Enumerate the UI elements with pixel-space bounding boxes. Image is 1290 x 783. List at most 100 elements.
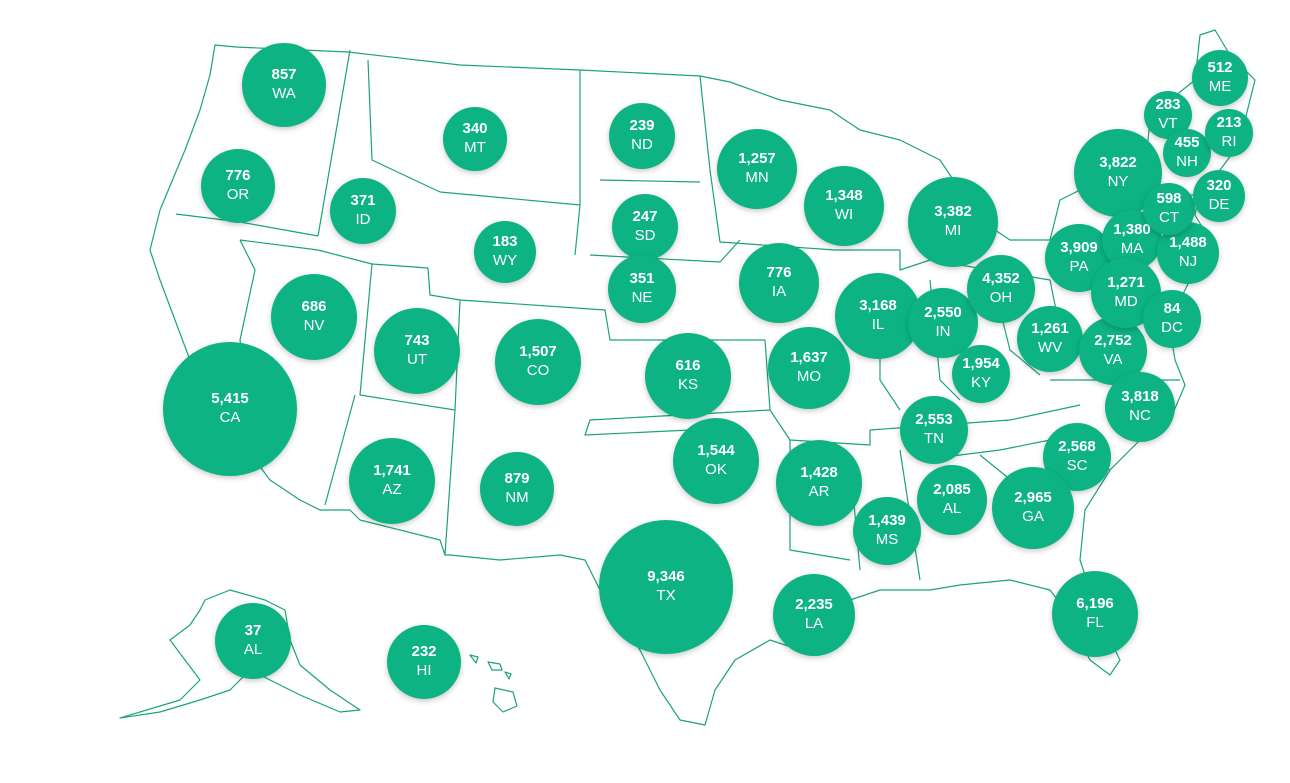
state-bubble-ok[interactable]: 1,544 OK: [673, 418, 759, 504]
state-abbreviation: MA: [1120, 240, 1144, 257]
state-abbreviation: AR: [808, 483, 830, 500]
state-value: 213: [1216, 114, 1242, 131]
state-abbreviation: NM: [505, 489, 529, 506]
state-bubble-nv[interactable]: 686 NV: [271, 274, 357, 360]
state-bubble-co[interactable]: 1,507 CO: [495, 319, 581, 405]
state-bubble-ri[interactable]: 213 RI: [1205, 109, 1253, 157]
state-bubble-me[interactable]: 512 ME: [1192, 50, 1248, 106]
state-bubble-hi[interactable]: 232 HI: [387, 625, 461, 699]
state-abbreviation: TX: [656, 587, 676, 604]
state-value: 857: [271, 66, 297, 83]
state-value: 512: [1207, 59, 1233, 76]
state-bubble-ar[interactable]: 1,428 AR: [776, 440, 862, 526]
state-abbreviation: IN: [935, 323, 951, 340]
state-abbreviation: TN: [924, 430, 944, 447]
hawaii-outline: [469, 654, 518, 713]
state-abbreviation: ME: [1208, 78, 1232, 95]
state-value: 2,965: [1014, 489, 1052, 506]
state-bubble-ne[interactable]: 351 NE: [608, 255, 676, 323]
state-value: 1,741: [373, 462, 411, 479]
state-value: 5,415: [211, 390, 249, 407]
state-abbreviation: WY: [492, 252, 518, 269]
state-bubble-az[interactable]: 1,741 AZ: [349, 438, 435, 524]
state-bubble-ky[interactable]: 1,954 KY: [952, 345, 1010, 403]
state-abbreviation: NV: [303, 317, 325, 334]
state-abbreviation: CO: [526, 362, 550, 379]
state-value: 3,822: [1099, 154, 1137, 171]
state-bubble-wi[interactable]: 1,348 WI: [804, 166, 884, 246]
state-bubble-ct[interactable]: 598 CT: [1143, 183, 1195, 235]
state-bubble-or[interactable]: 776 OR: [201, 149, 275, 223]
state-value: 776: [225, 167, 251, 184]
state-abbreviation: MO: [796, 368, 822, 385]
state-bubble-oh[interactable]: 4,352 OH: [967, 255, 1035, 323]
state-value: 879: [504, 470, 530, 487]
state-value: 183: [492, 233, 518, 250]
state-abbreviation: IL: [871, 316, 885, 333]
state-abbreviation: CT: [1159, 209, 1179, 226]
state-bubble-wy[interactable]: 183 WY: [474, 221, 536, 283]
state-bubble-ia[interactable]: 776 IA: [739, 243, 819, 323]
state-value: 1,637: [790, 349, 828, 366]
state-bubble-nm[interactable]: 879 NM: [480, 452, 554, 526]
state-bubble-ga[interactable]: 2,965 GA: [992, 467, 1074, 549]
state-bubble-al[interactable]: 37 AL: [215, 603, 291, 679]
state-abbreviation: UT: [407, 351, 427, 368]
state-bubble-tx[interactable]: 9,346 TX: [599, 520, 733, 654]
state-bubble-nh[interactable]: 455 NH: [1163, 129, 1211, 177]
state-bubble-mn[interactable]: 1,257 MN: [717, 129, 797, 209]
state-value: 1,257: [738, 150, 776, 167]
state-abbreviation: MN: [745, 169, 769, 186]
state-value: 37: [244, 622, 262, 639]
state-bubble-wa[interactable]: 857 WA: [242, 43, 326, 127]
state-abbreviation: RI: [1221, 133, 1237, 150]
state-value: 4,352: [982, 270, 1020, 287]
state-bubble-al[interactable]: 2,085 AL: [917, 465, 987, 535]
state-abbreviation: OR: [226, 186, 250, 203]
state-abbreviation: KY: [970, 374, 991, 391]
state-value: 232: [411, 643, 437, 660]
state-bubble-fl[interactable]: 6,196 FL: [1052, 571, 1138, 657]
state-bubble-ms[interactable]: 1,439 MS: [853, 497, 921, 565]
state-abbreviation: WI: [834, 206, 854, 223]
state-bubble-vt[interactable]: 283 VT: [1144, 91, 1192, 139]
state-bubble-id[interactable]: 371 ID: [330, 178, 396, 244]
state-value: 3,818: [1121, 388, 1159, 405]
state-bubble-nc[interactable]: 3,818 NC: [1105, 372, 1175, 442]
state-bubble-dc[interactable]: 84 DC: [1143, 290, 1201, 348]
state-bubble-mo[interactable]: 1,637 MO: [768, 327, 850, 409]
state-bubble-de[interactable]: 320 DE: [1193, 170, 1245, 222]
state-abbreviation: DC: [1161, 319, 1183, 336]
state-abbreviation: SD: [634, 227, 656, 244]
state-value: 2,553: [915, 411, 953, 428]
state-bubble-in[interactable]: 2,550 IN: [908, 288, 978, 358]
state-bubble-mt[interactable]: 340 MT: [443, 107, 507, 171]
state-bubble-la[interactable]: 2,235 LA: [773, 574, 855, 656]
state-value: 1,544: [697, 442, 735, 459]
state-abbreviation: WV: [1037, 339, 1063, 356]
state-value: 743: [404, 332, 430, 349]
state-abbreviation: VT: [1158, 115, 1178, 132]
state-bubble-wv[interactable]: 1,261 WV: [1017, 306, 1083, 372]
state-abbreviation: IA: [771, 283, 787, 300]
state-bubble-tn[interactable]: 2,553 TN: [900, 396, 968, 464]
state-bubble-ut[interactable]: 743 UT: [374, 308, 460, 394]
state-bubble-ks[interactable]: 616 KS: [645, 333, 731, 419]
state-abbreviation: GA: [1022, 508, 1044, 525]
state-value: 776: [766, 264, 792, 281]
state-value: 247: [632, 208, 658, 225]
state-abbreviation: ID: [355, 211, 371, 228]
state-bubble-nd[interactable]: 239 ND: [609, 103, 675, 169]
state-abbreviation: NC: [1129, 407, 1151, 424]
state-bubble-ca[interactable]: 5,415 CA: [163, 342, 297, 476]
state-value: 283: [1155, 96, 1181, 113]
state-value: 351: [629, 270, 655, 287]
state-bubble-il[interactable]: 3,168 IL: [835, 273, 921, 359]
state-abbreviation: OK: [705, 461, 727, 478]
state-bubble-mi[interactable]: 3,382 MI: [908, 177, 998, 267]
state-bubble-sd[interactable]: 247 SD: [612, 194, 678, 260]
state-abbreviation: OH: [989, 289, 1013, 306]
state-value: 1,507: [519, 343, 557, 360]
state-abbreviation: MD: [1114, 293, 1138, 310]
state-abbreviation: AZ: [382, 481, 402, 498]
